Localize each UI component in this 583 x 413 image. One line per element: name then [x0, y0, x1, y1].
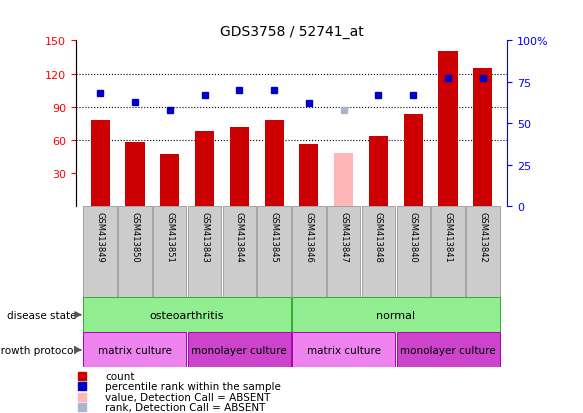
Text: monolayer culture: monolayer culture	[191, 345, 287, 355]
Bar	[188, 332, 291, 368]
Bar	[160, 155, 180, 206]
Text: osteoarthritis: osteoarthritis	[150, 310, 224, 320]
Bar	[90, 121, 110, 206]
Text: percentile rank within the sample: percentile rank within the sample	[105, 381, 281, 391]
Bar	[438, 52, 458, 206]
Text: GSM413849: GSM413849	[96, 211, 104, 262]
Bar	[334, 154, 353, 206]
Bar	[230, 127, 249, 206]
Bar	[118, 206, 152, 297]
Text: matrix culture: matrix culture	[307, 345, 381, 355]
Bar	[431, 206, 465, 297]
Text: rank, Detection Call = ABSENT: rank, Detection Call = ABSENT	[105, 402, 265, 412]
Bar	[396, 206, 430, 297]
Bar	[369, 137, 388, 206]
Text: growth protocol: growth protocol	[0, 345, 76, 355]
Text: GSM413848: GSM413848	[374, 211, 383, 262]
Text: value, Detection Call = ABSENT: value, Detection Call = ABSENT	[105, 392, 271, 401]
Text: GSM413846: GSM413846	[304, 211, 314, 262]
Text: normal: normal	[376, 310, 416, 320]
Bar	[362, 206, 395, 297]
Title: GDS3758 / 52741_at: GDS3758 / 52741_at	[220, 25, 363, 39]
Bar	[195, 132, 214, 206]
Text: monolayer culture: monolayer culture	[401, 345, 496, 355]
Text: disease state: disease state	[7, 310, 76, 320]
Text: GSM413850: GSM413850	[131, 211, 139, 262]
Text: GSM413841: GSM413841	[444, 211, 452, 262]
Bar	[292, 297, 500, 332]
Bar	[396, 332, 500, 368]
Bar	[258, 206, 291, 297]
Bar	[83, 297, 291, 332]
Bar	[299, 145, 318, 206]
Bar	[327, 206, 360, 297]
Bar	[292, 332, 395, 368]
Bar	[265, 121, 284, 206]
Text: GSM413845: GSM413845	[269, 211, 279, 262]
Text: GSM413851: GSM413851	[165, 211, 174, 262]
Text: GSM413847: GSM413847	[339, 211, 348, 262]
Text: GSM413842: GSM413842	[479, 211, 487, 262]
Text: GSM413844: GSM413844	[235, 211, 244, 262]
Bar	[153, 206, 187, 297]
Text: GSM413840: GSM413840	[409, 211, 418, 262]
Bar	[292, 206, 325, 297]
Bar	[223, 206, 256, 297]
Bar	[466, 206, 500, 297]
Bar	[188, 206, 221, 297]
Bar	[125, 142, 145, 206]
Text: matrix culture: matrix culture	[98, 345, 172, 355]
Text: count: count	[105, 371, 135, 381]
Bar	[83, 206, 117, 297]
Bar	[473, 69, 493, 206]
Text: GSM413843: GSM413843	[200, 211, 209, 262]
Bar	[403, 115, 423, 206]
Bar	[83, 332, 187, 368]
